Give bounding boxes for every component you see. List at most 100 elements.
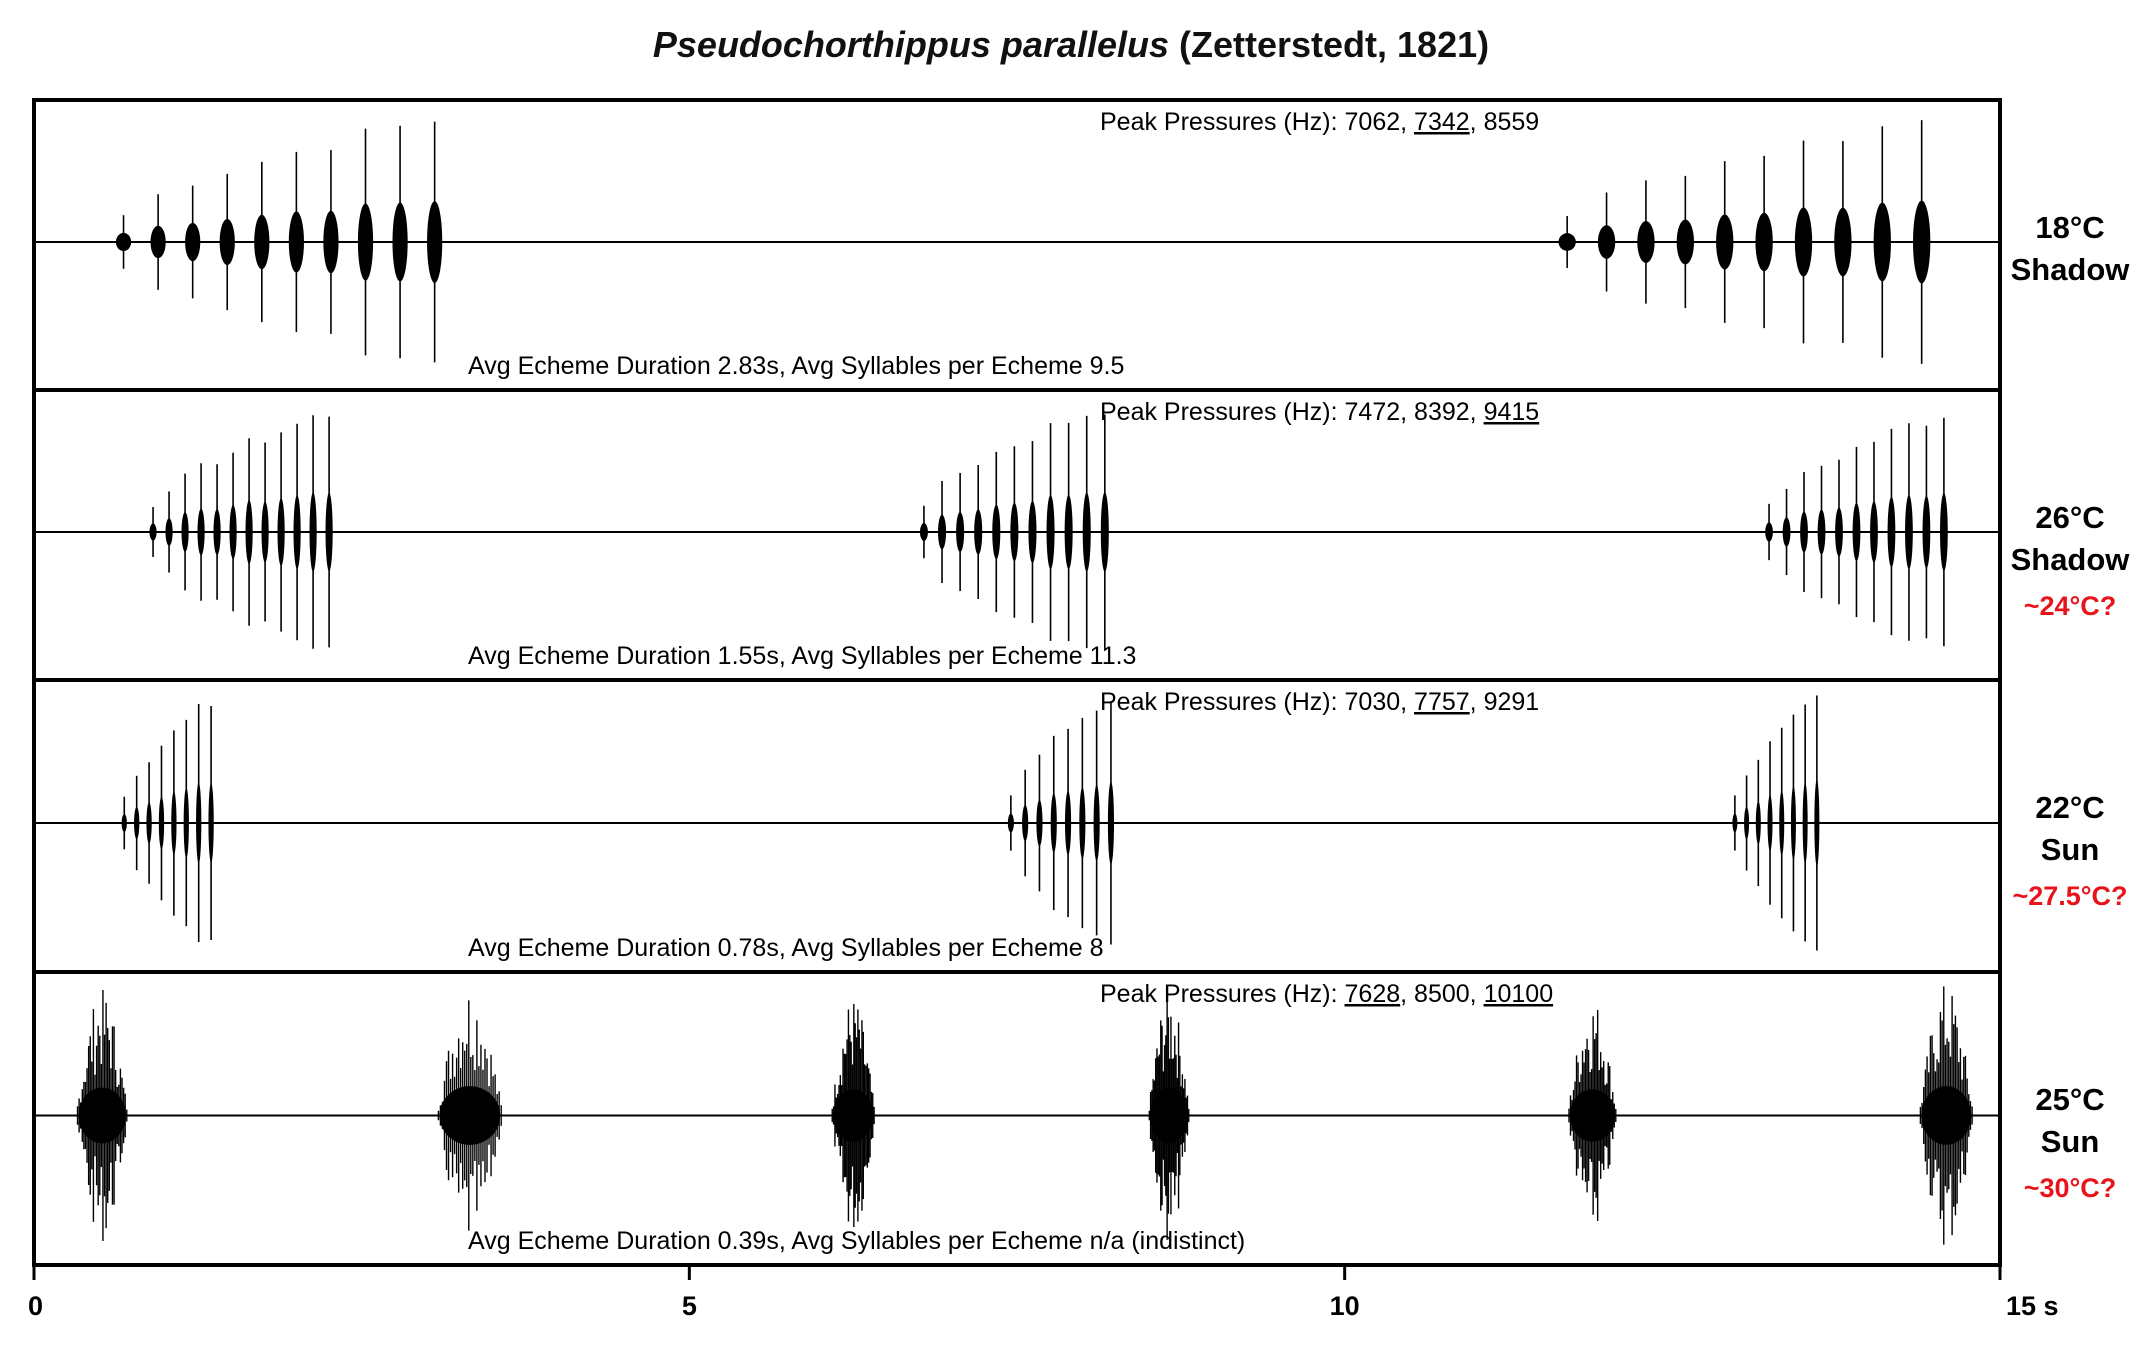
echeme-summary: Avg Echeme Duration 0.39s, Avg Syllables… [468,1227,1245,1255]
row-condition: Sun [2041,832,2100,867]
echeme [1148,991,1190,1240]
syllable-body [1010,502,1019,562]
syllable-body [245,500,253,564]
echeme [121,703,214,943]
echeme [1558,120,1931,364]
syllable-body [171,791,177,855]
syllable-body [1817,509,1826,555]
oscillogram-row-2: Peak Pressures (Hz): 7472, 8392, 9415 Avg… [32,388,2130,682]
syllable-body [1765,522,1773,542]
syllable-body [1637,221,1655,263]
syllable-body [1870,501,1878,563]
syllable-body [938,514,947,550]
syllable-body [293,495,301,569]
syllable-body [1905,495,1913,569]
peak-pressure-value: 9291 [1484,688,1540,716]
syllable-body [1093,784,1100,862]
syllable-body [1779,790,1785,856]
syllable-body [1744,806,1750,840]
figure-title-author: (Zetterstedt, 1821) [1179,24,1490,65]
row-temperature: 18°C [2035,210,2104,245]
syllable-body [1794,207,1813,277]
syllable-body [1064,791,1072,855]
syllable-body [1079,787,1086,859]
syllable-body [1036,799,1043,847]
peak-pressures-label: Peak Pressures (Hz): 7628, 8500, 10100 [1100,980,1553,1008]
syllable-body [1558,233,1576,251]
row-condition: Shadow [2011,252,2131,287]
burst-core [78,1087,126,1144]
x-tick-label: 0 [28,1291,43,1321]
burst-core [439,1086,501,1145]
syllable-body [1100,492,1109,572]
syllable-body [392,202,408,282]
peak-pressure-value: 7030 [1345,688,1401,716]
syllable-body [1755,801,1761,845]
syllable-body [323,210,339,274]
syllable-body [229,505,237,559]
syllable-body [1050,793,1057,853]
syllable-body [1940,493,1948,571]
syllable-body [185,222,201,262]
syllable-body [1028,501,1037,563]
peak-pressure-value: 9415 [1484,398,1540,426]
syllable-body [181,512,189,552]
burst-core [832,1089,874,1142]
echeme [1568,1009,1617,1222]
row-estimate: ~27.5°C? [2012,881,2127,911]
syllable-body [1852,503,1861,561]
syllable-body [115,232,132,252]
peak-pressures-label: Peak Pressures (Hz): 7472, 8392, 9415 [1100,398,1539,426]
echeme-summary: Avg Echeme Duration 0.78s, Avg Syllables… [468,934,1104,962]
peak-pressures-label: Peak Pressures (Hz): 7062, 7342, 8559 [1100,108,1539,136]
peak-pressures-prefix: Peak Pressures (Hz): [1100,398,1345,426]
syllable-body [956,511,965,553]
syllable-body [1834,207,1852,277]
syllable-body [1873,202,1891,282]
syllable-body [1676,219,1695,265]
syllable-body [165,518,173,546]
peak-separator: , [1470,108,1484,136]
syllable-body [1007,813,1014,833]
figure-title-species: Pseudochorthippus parallelus [652,24,1169,65]
syllable-body [1107,781,1115,865]
syllable-body [427,201,443,283]
syllable-body [919,523,928,541]
syllable-body [325,492,333,572]
row-frame [32,678,2002,974]
syllable-body [261,501,269,563]
echeme [831,1004,875,1227]
burst-core [1569,1089,1616,1142]
peak-separator: , [1400,980,1414,1008]
syllable-body [309,492,317,572]
syllable-body [1835,507,1843,557]
figure-title: Pseudochorthippus parallelus (Zettersted… [0,24,2142,66]
syllable-body [1064,494,1073,570]
row-estimate: ~30°C? [2024,1173,2117,1203]
syllable-body [1755,212,1773,272]
oscillogram-row-4: Peak Pressures (Hz): 7628, 8500, 10100 Av… [32,970,2117,1267]
peak-pressure-value: 8392 [1414,398,1470,426]
row-temperature: 25°C [2035,1082,2104,1117]
peak-separator: , [1470,980,1484,1008]
syllable-body [974,509,983,555]
x-tick-label: 10 [1330,1291,1360,1321]
syllable-body [1814,779,1820,867]
peak-pressures-prefix: Peak Pressures (Hz): [1100,108,1345,136]
syllable-body [183,787,189,859]
syllable-body [219,218,235,266]
peak-pressure-value: 8559 [1484,108,1540,136]
peak-separator: , [1400,108,1414,136]
syllable-body [1732,813,1738,833]
echeme [115,121,443,363]
syllable-body [1046,494,1055,570]
syllable-body [992,504,1001,560]
syllable-body [288,211,304,273]
row-condition: Sun [2041,1124,2100,1159]
peak-separator: , [1400,398,1414,426]
syllable-body [196,782,202,864]
x-tick-label: 5 [682,1291,697,1321]
syllable-body [213,508,221,556]
syllable-body [1767,795,1773,851]
